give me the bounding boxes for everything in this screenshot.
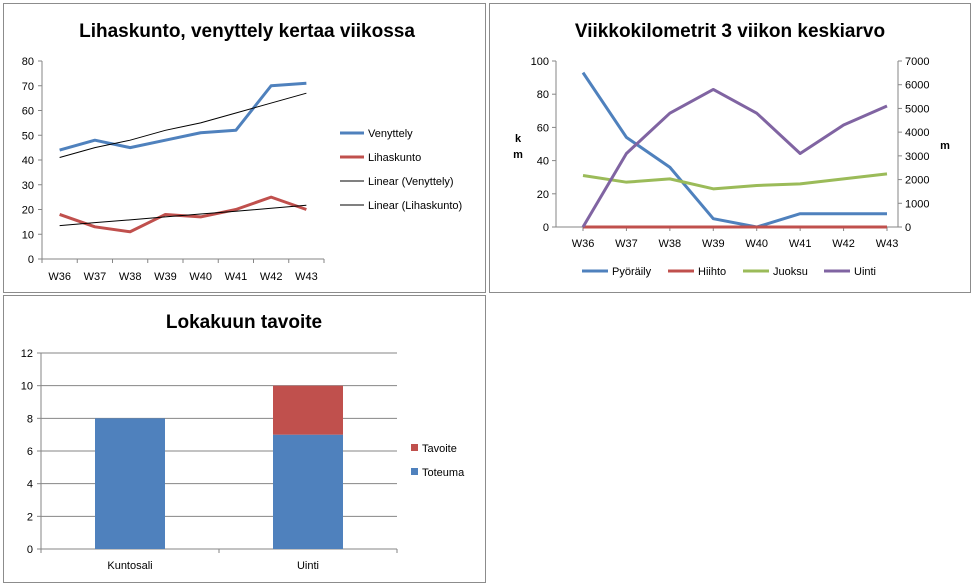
y-tick-label-right: 1000	[905, 198, 929, 210]
legend-swatch-tavoite	[411, 444, 418, 451]
y-tick-label-left: 0	[543, 222, 549, 234]
y-tick-label: 30	[22, 180, 34, 192]
y-tick-label: 6	[27, 446, 33, 458]
x-tick-label: W42	[832, 238, 855, 250]
y-tick-label-left: 40	[537, 156, 549, 168]
legend: Pyöräily Hiihto Juoksu Uinti	[582, 266, 876, 278]
y-tick-label-right: 6000	[905, 80, 929, 92]
axes	[552, 60, 902, 231]
legend-label-juoksu: Juoksu	[773, 266, 808, 278]
legend-label-linear-lihaskunto: Linear (Lihaskunto)	[368, 200, 462, 212]
y-tick-label: 4	[27, 479, 33, 491]
chart-lokakuun-tavoite: Lokakuun tavoite 0 2 4 6 8 10 12 Kuntosali Uint…	[21, 312, 465, 572]
y-tick-label: 20	[22, 205, 34, 217]
x-tick-label: W42	[260, 271, 283, 283]
y-tick-label: 0	[28, 254, 34, 266]
x-tick-label: W43	[295, 271, 318, 283]
x-tick-label: W41	[225, 271, 248, 283]
x-tick-label: Uinti	[297, 560, 319, 572]
x-tick-labels: W36 W37 W38 W39 W40 W41 W42 W43	[48, 271, 317, 283]
legend-label-toteuma: Toteuma	[422, 467, 465, 479]
y-tick-label: 80	[22, 56, 34, 68]
legend-label-pyoraily: Pyöräily	[612, 266, 652, 278]
y-tick-label: 70	[22, 81, 34, 93]
legend-label-venyttely: Venyttely	[368, 128, 413, 140]
y-tick-labels-right: 0 1000 2000 3000 4000 5000 6000 7000	[905, 56, 929, 234]
x-tick-label: W39	[702, 238, 725, 250]
x-tick-labels: Kuntosali Uinti	[107, 560, 319, 572]
y-axis-unit-left-k: k	[515, 133, 522, 145]
series-line-pyoraily	[581, 71, 887, 229]
y-tick-label-right: 7000	[905, 56, 929, 68]
axes	[38, 60, 325, 263]
plot-area	[95, 385, 343, 549]
x-tick-label: W43	[876, 238, 899, 250]
y-tick-label-right: 5000	[905, 103, 929, 115]
legend-label-uinti: Uinti	[854, 266, 876, 278]
legend: Venyttely Lihaskunto Linear (Venyttely) …	[340, 128, 462, 212]
y-tick-label-right: 0	[905, 222, 911, 234]
x-tick-label: W36	[572, 238, 595, 250]
gridlines	[41, 352, 397, 517]
series-line-venyttely	[59, 81, 307, 152]
x-tick-label: W37	[84, 271, 107, 283]
legend-label-tavoite: Tavoite	[422, 443, 457, 455]
legend-label-hiihto: Hiihto	[698, 266, 726, 278]
x-tick-label: W37	[615, 238, 638, 250]
chart-viikkokilometrit: Viikkokilometrit 3 viikon keskiarvo k m …	[513, 21, 950, 278]
x-tick-label: Kuntosali	[107, 560, 152, 572]
y-tick-label: 8	[27, 413, 33, 425]
plot-area	[59, 81, 307, 234]
x-tick-label: W38	[659, 238, 682, 250]
trendline-linear-lihaskunto	[59, 204, 307, 227]
legend-label-linear-venyttely: Linear (Venyttely)	[368, 176, 454, 188]
y-tick-label: 50	[22, 130, 34, 142]
y-axis-unit-left-m: m	[513, 149, 523, 161]
bar-toteuma-kuntosali	[95, 418, 165, 549]
bar-toteuma-uinti	[273, 434, 343, 549]
y-tick-label-right: 2000	[905, 175, 929, 187]
legend: Tavoite Toteuma	[411, 443, 465, 479]
y-tick-label: 0	[27, 544, 33, 556]
chart-title: Lihaskunto, venyttely kertaa viikossa	[79, 21, 415, 42]
series-line-uinti	[581, 87, 888, 228]
series-line-lihaskunto	[59, 195, 307, 234]
trendline-linear-venyttely	[59, 92, 307, 159]
chart-panel-viikkokilometrit: Viikkokilometrit 3 viikon keskiarvo k m …	[489, 3, 971, 293]
chart-title: Lokakuun tavoite	[166, 312, 322, 333]
y-axis-unit-right: m	[940, 140, 950, 152]
x-tick-labels: W36 W37 W38 W39 W40 W41 W42 W43	[572, 238, 899, 250]
y-tick-labels: 0 2 4 6 8 10 12	[21, 348, 33, 556]
plot-area	[581, 71, 888, 229]
x-tick-label: W36	[48, 271, 71, 283]
y-tick-labels: 0 10 20 30 40 50 60 70 80	[22, 56, 34, 266]
x-tick-label: W39	[154, 271, 177, 283]
y-tick-label-left: 80	[537, 89, 549, 101]
y-tick-label-left: 20	[537, 189, 549, 201]
y-tick-label-left: 100	[531, 56, 549, 68]
y-tick-label: 40	[22, 155, 34, 167]
x-tick-label: W40	[189, 271, 212, 283]
legend-label-lihaskunto: Lihaskunto	[368, 152, 421, 164]
series-line-juoksu	[582, 172, 888, 191]
chart-panel-lokakuun-tavoite: Lokakuun tavoite 0 2 4 6 8 10 12 Kuntosali Uint…	[3, 295, 486, 583]
x-tick-label: W38	[119, 271, 142, 283]
y-tick-label: 10	[22, 229, 34, 241]
legend-swatch-toteuma	[411, 468, 418, 475]
y-tick-label-right: 3000	[905, 151, 929, 163]
x-tick-label: W40	[745, 238, 768, 250]
y-tick-label-right: 4000	[905, 127, 929, 139]
y-tick-label: 2	[27, 511, 33, 523]
chart-lihaskunto: Lihaskunto, venyttely kertaa viikossa 0 1…	[22, 21, 462, 283]
chart-title: Viikkokilometrit 3 viikon keskiarvo	[575, 21, 885, 42]
x-tick-label: W41	[789, 238, 812, 250]
y-tick-label-left: 60	[537, 122, 549, 134]
y-tick-labels-left: 0 20 40 60 80 100	[531, 56, 549, 234]
chart-panel-lihaskunto: Lihaskunto, venyttely kertaa viikossa 0 1…	[3, 3, 486, 293]
y-tick-label: 10	[21, 381, 33, 393]
bar-tavoite-uinti	[273, 385, 343, 435]
y-tick-label: 60	[22, 106, 34, 118]
y-tick-label: 12	[21, 348, 33, 360]
